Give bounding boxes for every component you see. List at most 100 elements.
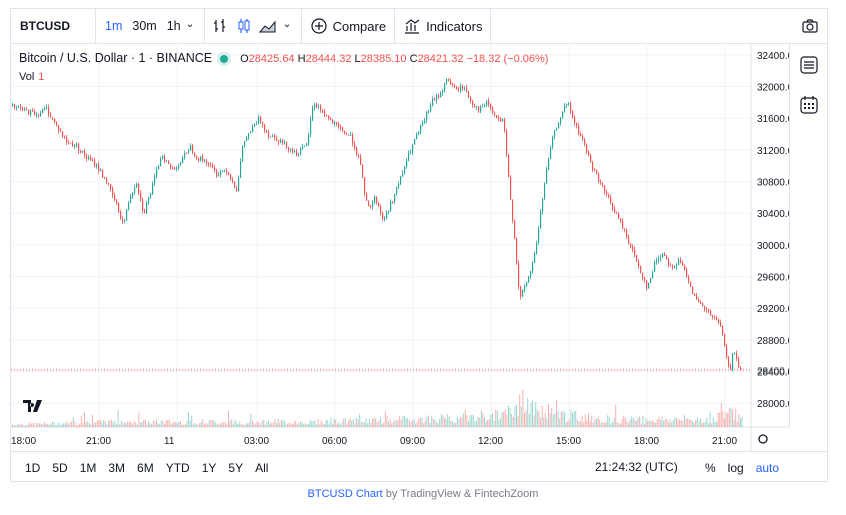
volume-bar [724, 418, 725, 427]
area-chart-icon[interactable] [258, 17, 277, 35]
volume-bar [520, 406, 522, 427]
volume-bar [165, 420, 167, 427]
volume-bar [679, 419, 681, 427]
volume-bar [157, 422, 159, 427]
volume-bar [645, 418, 647, 427]
volume-bar [618, 423, 620, 427]
clock[interactable]: 21:24:32 (UTC) [595, 460, 678, 474]
auto-toggle[interactable]: auto [755, 460, 780, 475]
calendar-icon[interactable] [799, 95, 819, 115]
volume-bar [727, 413, 729, 427]
indicators-button[interactable]: Indicators [395, 17, 490, 35]
range-5y[interactable]: 5Y [228, 460, 244, 475]
volume-bar [567, 421, 569, 427]
volume-bar [135, 422, 137, 427]
range-1d[interactable]: 1D [25, 460, 41, 475]
candle-body [54, 118, 56, 123]
candle-body [164, 156, 166, 162]
volume-bar [424, 421, 426, 427]
log-toggle[interactable]: log [727, 460, 744, 475]
candle-body [170, 163, 172, 168]
volume-bar [604, 422, 605, 427]
volume-bar [546, 418, 548, 427]
candle-body [528, 276, 530, 283]
candle-body [740, 367, 742, 371]
volume-bar [40, 423, 42, 427]
range-ytd[interactable]: YTD [165, 460, 190, 475]
candle-body [666, 255, 668, 260]
candle-body [362, 165, 364, 178]
interval-1m[interactable]: 1m [105, 19, 123, 33]
object-tree-icon[interactable] [799, 55, 819, 75]
price-chart[interactable]: 32400.0 32000.0 31600.0 31200.0 30800.0 30400… [11, 43, 789, 451]
candle-body [312, 107, 314, 120]
candle-body [502, 119, 504, 122]
volume-bar [96, 420, 98, 427]
volume-bar [330, 417, 332, 427]
candle-body [496, 115, 498, 118]
y-tick-label: 28800.0 [757, 336, 789, 347]
chart-link[interactable]: BTCUSD Chart [307, 488, 383, 500]
candle-body [140, 192, 142, 199]
range-all[interactable]: All [255, 460, 269, 475]
candle-body [488, 100, 490, 105]
range-6m[interactable]: 6M [137, 460, 154, 475]
candle-body [298, 154, 300, 156]
volume-bar [573, 411, 575, 427]
volume-bar [407, 417, 409, 427]
symbol-search[interactable]: BTCUSD [20, 19, 70, 33]
volume-bar [69, 422, 71, 427]
range-1y[interactable]: 1Y [201, 460, 217, 475]
interval-1h[interactable]: 1h [166, 19, 181, 33]
candle-body [718, 319, 720, 323]
candle-body [594, 170, 596, 172]
candle-body [32, 110, 34, 112]
candle-body [100, 170, 102, 172]
volume-bar [477, 416, 479, 427]
volume-bar [530, 403, 532, 427]
candle-body [40, 112, 42, 116]
volume-bar [528, 414, 530, 427]
volume-bar [216, 424, 218, 427]
volume-bar [540, 418, 541, 427]
volume-bar [415, 423, 417, 427]
volume-bar [68, 424, 69, 427]
compare-button[interactable]: Compare [302, 17, 394, 35]
y-tick-label: 31600.0 [757, 114, 789, 125]
volume-bar [474, 421, 476, 427]
interval-30m[interactable]: 30m [132, 19, 157, 33]
range-5d[interactable]: 5D [52, 460, 68, 475]
volume-bar [728, 408, 730, 427]
camera-icon[interactable] [801, 17, 819, 35]
candle-body [732, 353, 734, 370]
candle-body [526, 282, 528, 286]
volume-bar [572, 413, 573, 427]
volume-bar [386, 416, 388, 427]
volume-bar [87, 421, 89, 427]
volume-bar [232, 423, 234, 427]
volume-bar [149, 423, 151, 427]
volume-bar [404, 416, 405, 427]
chevron-down-icon[interactable] [186, 17, 198, 35]
candle-body [568, 102, 570, 104]
candle-body [546, 169, 548, 184]
candle-body [444, 82, 446, 91]
volume-bar [444, 418, 445, 427]
tradingview-logo-icon[interactable] [23, 400, 43, 412]
volume-bar [741, 416, 743, 427]
legend-open-label: O [240, 53, 249, 65]
range-1m[interactable]: 1M [79, 460, 97, 475]
range-3m[interactable]: 3M [108, 460, 126, 475]
volume-bar [368, 418, 370, 427]
percent-toggle[interactable]: % [705, 460, 716, 475]
volume-bar [234, 419, 236, 427]
volume-bar [516, 404, 517, 427]
volume-bar [423, 423, 425, 427]
candles-icon[interactable] [235, 17, 253, 35]
chevron-down-icon[interactable] [283, 17, 295, 35]
candle-body [680, 259, 682, 263]
bars-icon[interactable] [211, 17, 229, 35]
candle-body [244, 140, 246, 147]
y-tick-label: 29200.0 [757, 304, 789, 315]
volume-bar [168, 419, 170, 427]
